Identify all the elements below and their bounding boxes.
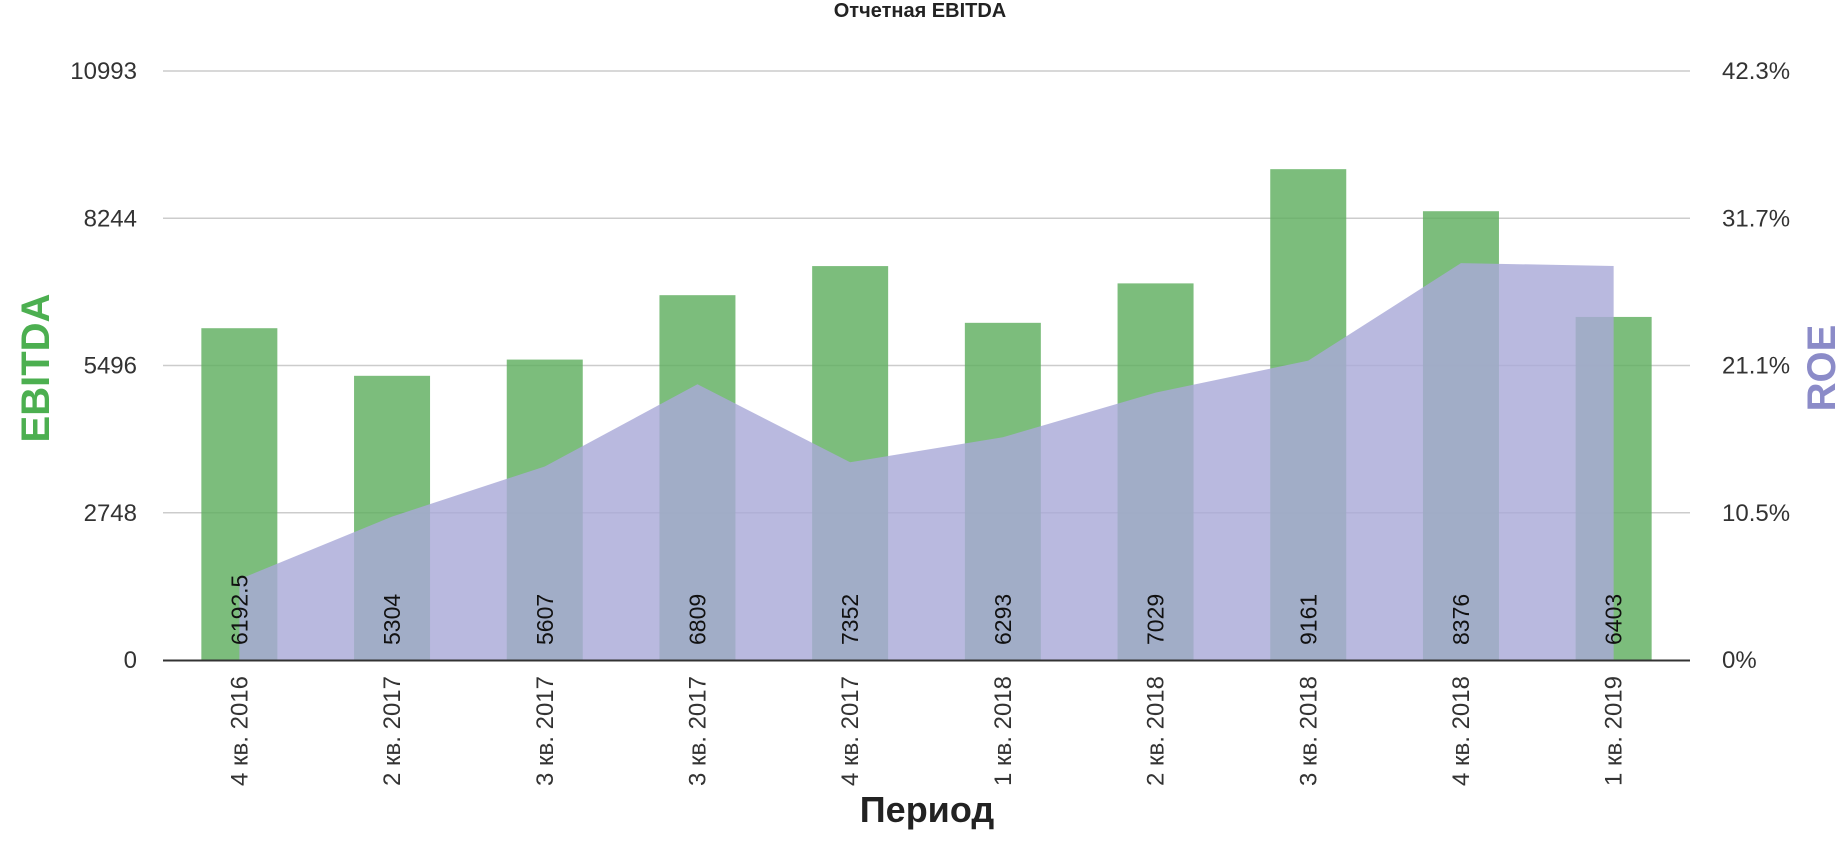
x-axis-title: Период — [860, 789, 995, 830]
left-axis-title: EBITDA — [14, 294, 58, 443]
bar-data-label: 6809 — [684, 594, 710, 645]
roe-area — [239, 263, 1614, 660]
bar-data-label: 6192.5 — [226, 575, 252, 645]
category-label: 1 кв. 2018 — [990, 676, 1017, 786]
right-tick-label: 42.3% — [1722, 58, 1790, 85]
category-label: 1 кв. 2019 — [1601, 676, 1628, 786]
bar-data-label: 6403 — [1601, 594, 1627, 645]
category-labels: 4 кв. 2016 2 кв. 2017 3 кв. 2017 3 кв. 2017… — [226, 676, 1627, 786]
right-tick-label: 21.1% — [1722, 353, 1790, 380]
category-label: 4 кв. 2016 — [226, 676, 253, 786]
category-label: 3 кв. 2017 — [532, 676, 559, 786]
category-label: 3 кв. 2017 — [684, 676, 711, 786]
bar-data-label: 8376 — [1448, 594, 1474, 645]
roe-area-layer — [239, 263, 1614, 660]
left-tick-label: 5496 — [84, 353, 137, 380]
bar-data-label: 7029 — [1143, 594, 1169, 645]
category-label: 2 кв. 2017 — [379, 676, 406, 786]
right-axis-title: ROE — [1800, 325, 1838, 412]
right-axis-ticks: 0% 10.5% 21.1% 31.7% 42.3% — [1722, 58, 1790, 674]
chart-title: Отчетная EBITDA — [834, 0, 1007, 22]
right-tick-label: 31.7% — [1722, 205, 1790, 232]
right-tick-label: 0% — [1722, 647, 1757, 674]
left-tick-label: 0 — [124, 647, 137, 674]
right-tick-label: 10.5% — [1722, 500, 1790, 527]
bar-data-labels: 6192.5 5304 5607 6809 7352 6293 7029 9161 8376 64… — [226, 575, 1626, 645]
category-label: 4 кв. 2017 — [837, 676, 864, 786]
bar-data-label: 5607 — [532, 594, 558, 645]
left-tick-label: 8244 — [84, 205, 137, 232]
category-label: 3 кв. 2018 — [1295, 676, 1322, 786]
bar-data-label: 5304 — [379, 594, 405, 645]
left-axis-ticks: 0 2748 5496 8244 10993 — [70, 58, 137, 674]
category-label: 2 кв. 2018 — [1143, 676, 1170, 786]
left-tick-label: 10993 — [70, 58, 137, 85]
bar-data-label: 6293 — [990, 594, 1016, 645]
bar-data-label: 7352 — [837, 594, 863, 645]
bar-data-label: 9161 — [1295, 594, 1321, 645]
left-tick-label: 2748 — [84, 500, 137, 527]
category-label: 4 кв. 2018 — [1448, 676, 1475, 786]
